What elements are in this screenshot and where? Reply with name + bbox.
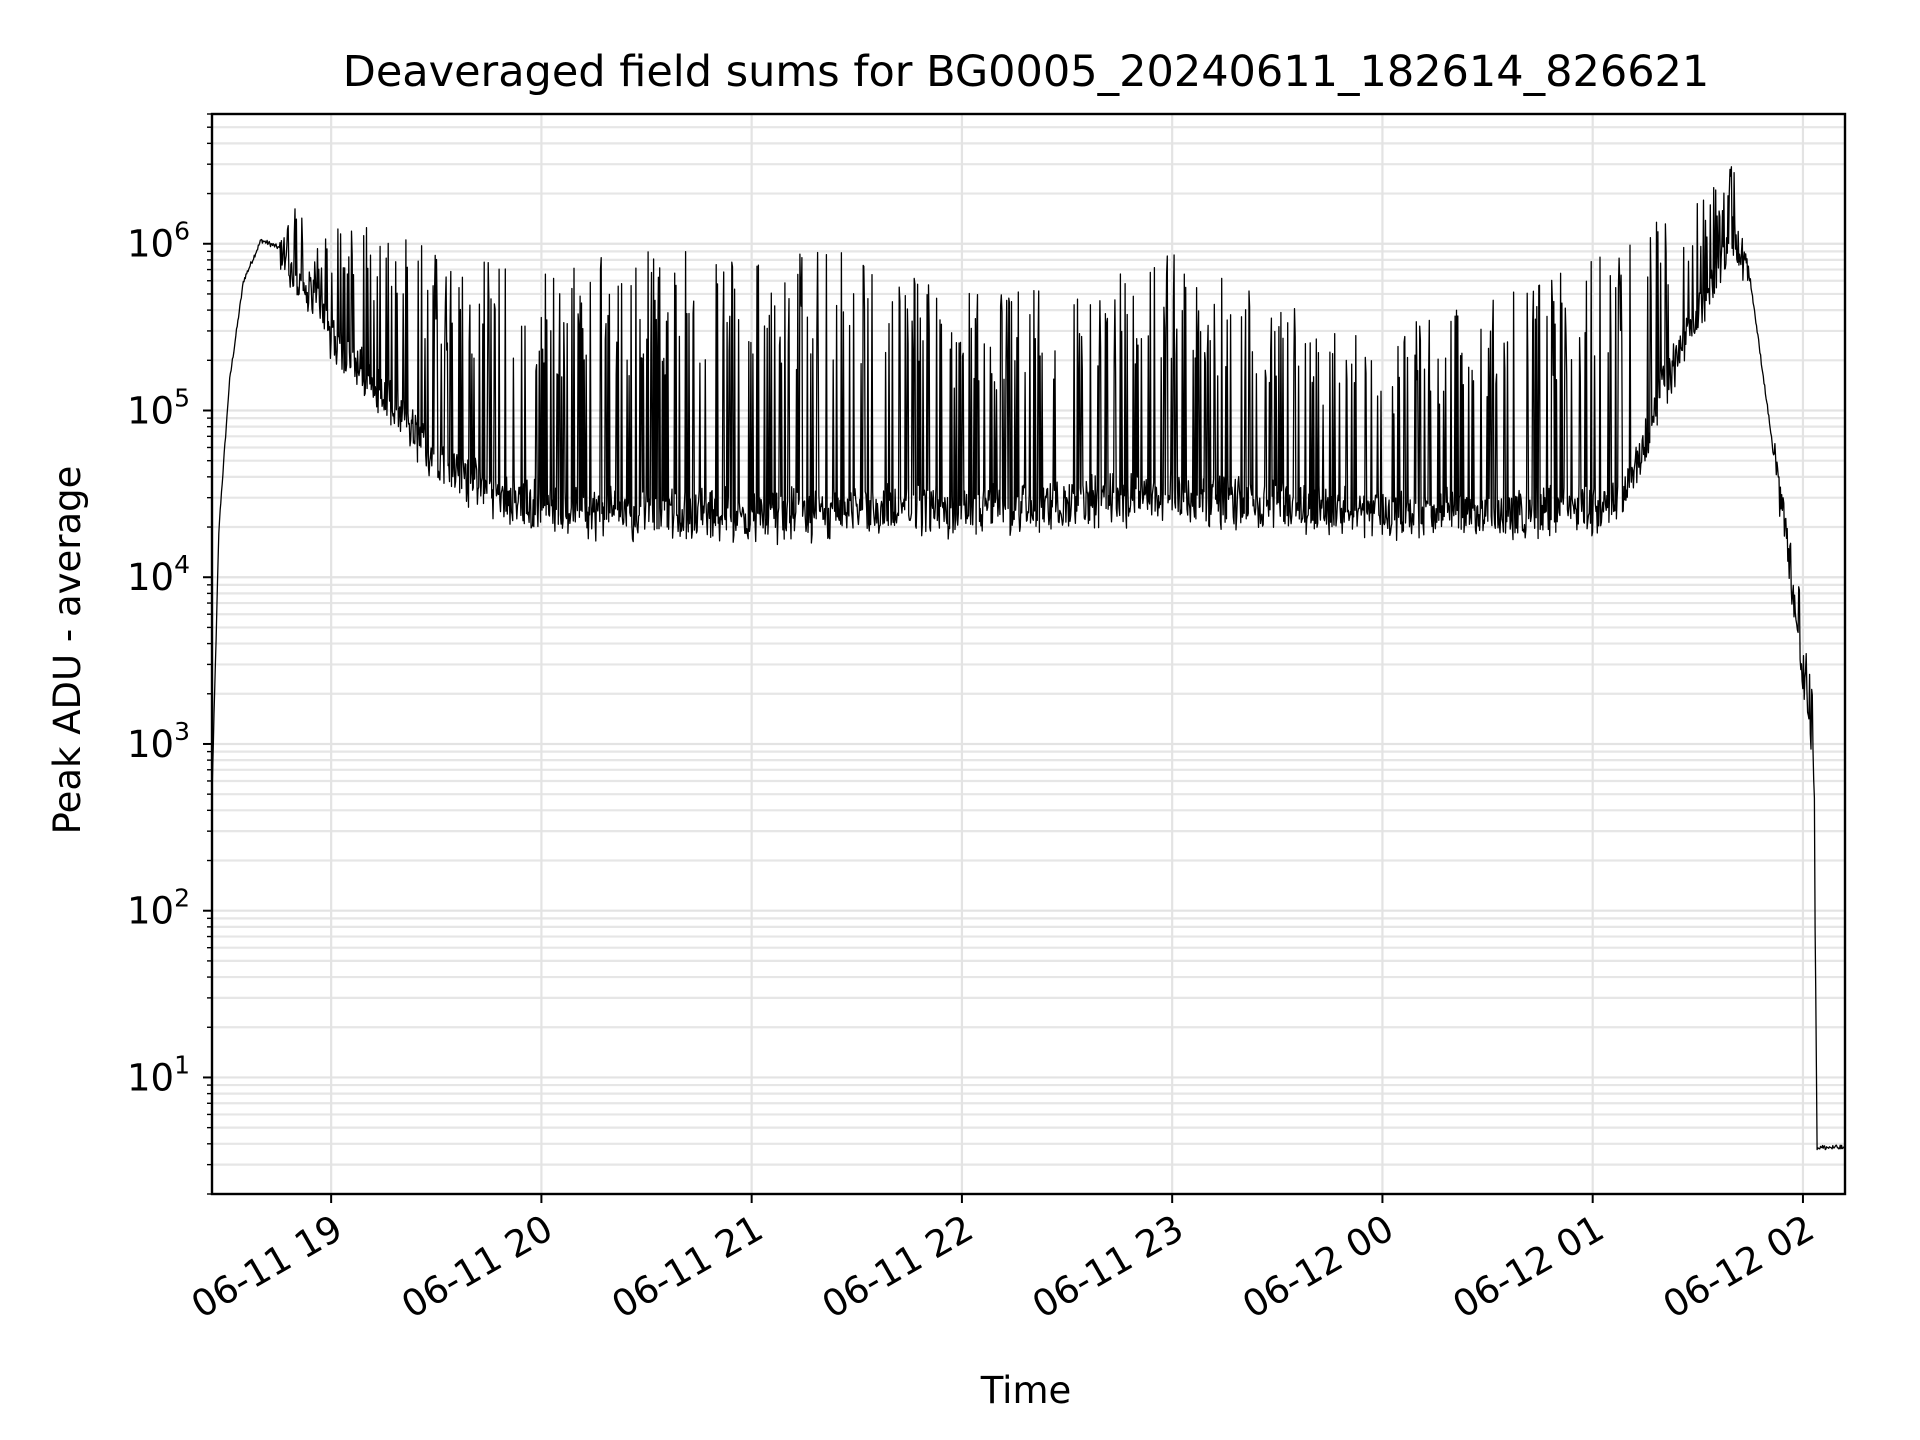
ticks bbox=[203, 113, 1804, 1203]
y-tick-label: 101 bbox=[127, 1050, 190, 1099]
y-tick-label: 104 bbox=[127, 550, 190, 599]
series-layer bbox=[211, 166, 1846, 1151]
plot-frame bbox=[210, 112, 1847, 1196]
series-line bbox=[211, 166, 1846, 1151]
chart-title: Deaveraged field sums for BG0005_2024061… bbox=[343, 47, 1710, 97]
x-axis-label: Time bbox=[980, 1369, 1072, 1412]
y-tick-label: 106 bbox=[127, 217, 190, 266]
y-tick-label: 102 bbox=[127, 884, 190, 933]
y-axis-label: Peak ADU - average bbox=[46, 466, 89, 835]
y-tick-label: 105 bbox=[127, 383, 190, 432]
y-tick-label: 103 bbox=[127, 717, 190, 766]
